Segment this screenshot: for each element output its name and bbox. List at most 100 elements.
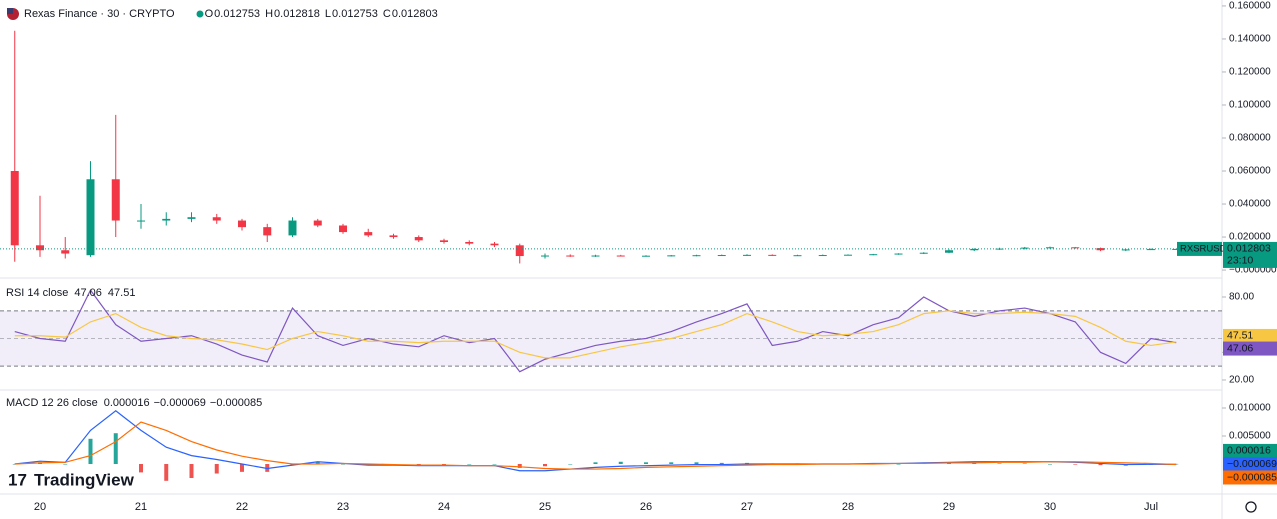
x-tick-label: 29 — [943, 501, 955, 513]
histogram-bar — [1048, 464, 1052, 465]
candle-body — [465, 241, 474, 244]
y-tick-label: 0.040000 — [1229, 199, 1271, 210]
histogram-bar — [694, 462, 699, 465]
candle-body — [1172, 248, 1181, 250]
last-value-badge: 47.51 — [1227, 330, 1253, 342]
candle-body — [919, 252, 928, 254]
candle-body — [1071, 247, 1080, 249]
y-tick-label: 0.080000 — [1229, 133, 1271, 144]
candle-body — [768, 254, 777, 256]
candle-body — [616, 255, 625, 257]
candle-body — [515, 245, 524, 257]
symbol-badge: RXSRUSD — [1180, 243, 1227, 254]
histogram-bar — [896, 464, 901, 465]
macd-line — [14, 421, 1177, 470]
candle-body — [1020, 247, 1029, 249]
candle-body — [162, 218, 171, 221]
histogram-bar — [442, 464, 446, 465]
histogram-bar — [644, 462, 648, 465]
y-tick-label: −0.000000 — [1229, 265, 1277, 276]
ohlc-label: H — [265, 8, 273, 20]
histogram-bar — [240, 464, 244, 472]
x-tick-label: 20 — [34, 501, 46, 513]
legend-value: 47.51 — [108, 287, 136, 299]
ohlc-label: C — [383, 8, 391, 20]
histogram-bar — [341, 464, 345, 465]
last-value-badge: 47.06 — [1227, 342, 1253, 354]
candle-body — [541, 255, 549, 257]
rsi-line — [14, 288, 1177, 373]
candle-body — [440, 240, 448, 242]
histogram-bar — [618, 461, 623, 465]
candle-body — [313, 220, 322, 226]
candle-body — [667, 255, 676, 257]
candle-body — [970, 248, 979, 251]
candle-body — [111, 179, 120, 221]
candle-body — [869, 254, 878, 256]
last-value-badge: 0.000016 — [1227, 445, 1271, 457]
ohlc-value: 0.012753 — [214, 8, 260, 20]
histogram-bar — [416, 464, 421, 465]
x-tick-label: Jul — [1144, 501, 1158, 513]
last-value-badge-bg — [1223, 328, 1277, 343]
logo-text: TradingView — [34, 470, 135, 489]
histogram-bar — [214, 464, 219, 474]
candle-body — [10, 171, 19, 246]
candle-body — [1046, 247, 1054, 249]
last-value-badge: −0.000085 — [1227, 471, 1277, 483]
settings-button[interactable] — [1245, 501, 1257, 513]
candle-body — [86, 179, 95, 256]
y-tick-label: 0.120000 — [1229, 67, 1271, 78]
histogram-bar — [113, 433, 118, 465]
symbol-badge-bg — [1177, 241, 1222, 256]
candle-body — [490, 243, 499, 246]
ohlc-label: L — [325, 8, 331, 20]
histogram-bar — [568, 464, 573, 465]
candle-body — [566, 255, 575, 257]
candle-body — [692, 255, 701, 257]
ohlc-value: 0.012803 — [392, 8, 438, 20]
histogram-bar — [315, 461, 320, 465]
histogram-bar — [63, 464, 68, 465]
candle-body — [288, 220, 297, 236]
candle-body — [1096, 248, 1105, 251]
histogram-bar — [467, 464, 472, 465]
price-badge-bg — [1223, 241, 1277, 268]
histogram-bar — [997, 463, 1002, 465]
y-tick-label: 0.020000 — [1229, 232, 1271, 243]
candle-body — [818, 255, 827, 257]
last-value-badge: −0.000069 — [1227, 458, 1277, 470]
histogram-bar — [517, 464, 522, 468]
last-value-badge-bg — [1223, 470, 1277, 485]
y-tick-label: 0.060000 — [1229, 166, 1271, 177]
histogram-bar — [669, 462, 674, 465]
pane-title: RSI 14 close — [6, 287, 68, 299]
x-tick-label: 27 — [741, 501, 753, 513]
histogram-bar — [1073, 464, 1078, 465]
last-value-badge-bg — [1223, 341, 1277, 356]
candle-body — [339, 225, 347, 233]
candle-body — [793, 255, 802, 257]
candle-body — [61, 250, 70, 254]
histogram-bar — [12, 464, 17, 465]
x-tick-label: 28 — [842, 501, 854, 513]
ohlc-label: O — [205, 8, 214, 20]
y-tick-label: 0.100000 — [1229, 100, 1271, 111]
legend-value: −0.000085 — [210, 397, 262, 409]
candle-body — [591, 255, 600, 257]
candle-body — [263, 227, 272, 236]
candle-body — [36, 245, 44, 251]
ohlc-value: 0.012753 — [332, 8, 378, 20]
ohlc-value: 0.012818 — [274, 8, 320, 20]
legend-value: −0.000069 — [154, 397, 206, 409]
x-tick-label: 25 — [539, 501, 551, 513]
candle-body — [414, 237, 423, 241]
histogram-bar — [139, 464, 143, 473]
histogram-bar — [88, 438, 93, 465]
candle-body — [187, 217, 196, 219]
x-tick-label: 30 — [1044, 501, 1056, 513]
legend-value: 47.06 — [74, 287, 102, 299]
pane-title: MACD 12 26 close — [6, 397, 98, 409]
candle-body — [743, 254, 751, 256]
